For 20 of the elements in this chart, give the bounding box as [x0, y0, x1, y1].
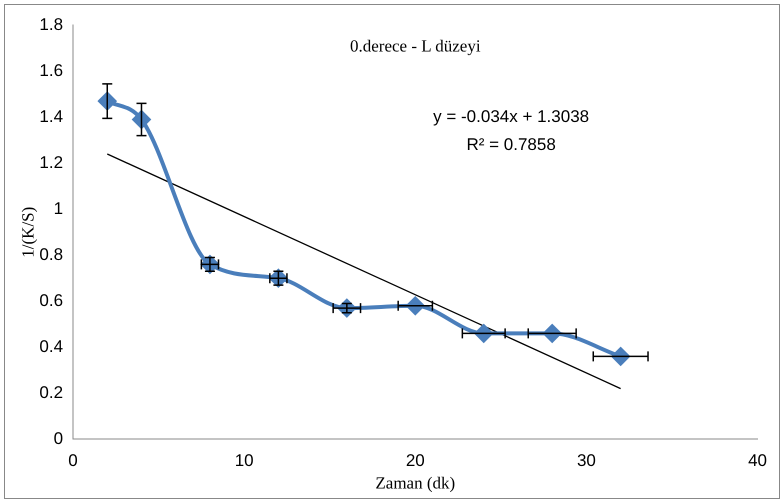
y-tick-label: 0.4: [39, 336, 64, 356]
annotation: y = -0.034x + 1.3038: [433, 106, 590, 126]
x-tick-label: 20: [406, 451, 425, 470]
y-axis-title: 1/(K/S): [18, 206, 38, 258]
x-tick-label: 40: [748, 451, 768, 470]
y-tick-label: 1.6: [39, 60, 64, 80]
y-tick-label: 1: [54, 198, 64, 218]
y-tick-label: 0.2: [39, 382, 64, 402]
x-tick-label: 30: [576, 451, 596, 470]
y-tick-label: 1.8: [39, 14, 64, 34]
text: 0.derece - L düzeyi: [350, 36, 481, 56]
annotation: R² = 0.7858: [466, 134, 556, 154]
x-tick-label: 10: [234, 451, 254, 470]
y-tick-label: 1.2: [39, 152, 64, 172]
x-axis-title: Zaman (dk): [375, 473, 456, 492]
x-tick-label: 0: [68, 451, 78, 470]
y-tick-label: 0.8: [39, 244, 64, 264]
y-tick-label: 0: [54, 428, 64, 448]
y-tick-label: 0.6: [39, 290, 64, 310]
y-tick-label: 1.4: [39, 106, 64, 126]
